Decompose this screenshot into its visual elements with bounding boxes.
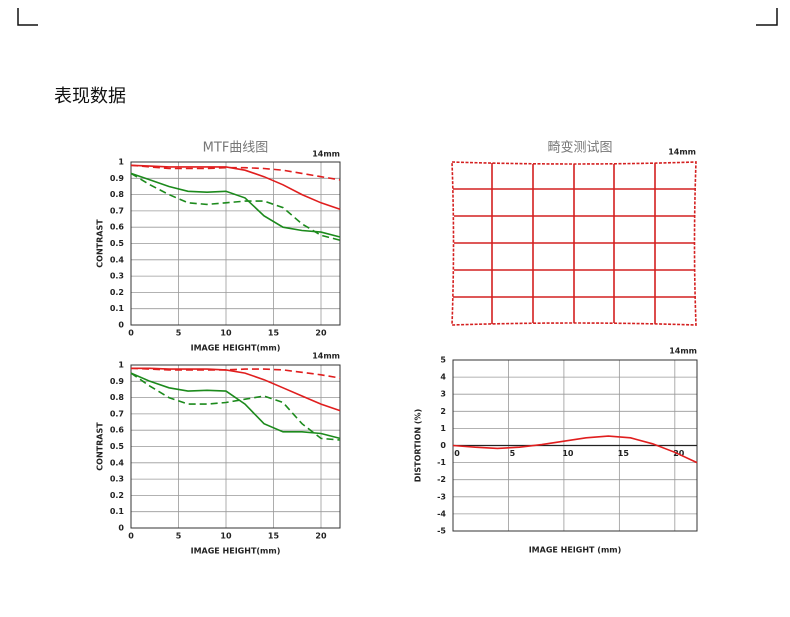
x-axis-label: IMAGE HEIGHT (mm) <box>529 546 622 555</box>
x-tick-label: 0 <box>128 532 134 541</box>
annotation: 14mm <box>312 150 340 159</box>
y-tick-label: 1 <box>440 424 446 433</box>
y-axis-label: CONTRAST <box>96 219 105 268</box>
x-tick-label: 0 <box>128 329 134 338</box>
x-tick-label: 10 <box>220 329 232 338</box>
y-tick-label: 3 <box>440 390 446 399</box>
y-tick-label: 0.1 <box>110 507 125 516</box>
data-line <box>130 172 341 241</box>
y-tick-label: -2 <box>437 475 446 484</box>
x-tick-label: 20 <box>315 532 327 541</box>
annotation: 14mm <box>668 148 696 157</box>
x-axis-label: IMAGE HEIGHT(mm) <box>191 547 281 556</box>
y-tick-label: 1 <box>118 158 124 167</box>
chart-title: MTF曲线图 <box>203 141 269 156</box>
y-tick-label: 4 <box>440 373 446 382</box>
y-tick-label: 1 <box>118 361 124 370</box>
x-tick-label: 10 <box>220 532 232 541</box>
grid-lines <box>453 188 695 298</box>
y-tick-label: 0.6 <box>110 426 125 435</box>
y-tick-label: 2 <box>440 407 446 416</box>
x-tick-label: 0 <box>454 449 460 458</box>
y-tick-label: 0.4 <box>110 255 125 264</box>
data-line <box>130 164 341 181</box>
x-tick-label: 15 <box>268 532 280 541</box>
y-tick-label: 0.5 <box>110 239 125 248</box>
data-line <box>130 367 341 379</box>
data-line <box>131 367 341 412</box>
plot-frame <box>130 364 341 529</box>
data-line <box>130 172 341 238</box>
x-tick-label: 10 <box>562 449 574 458</box>
x-tick-label: 5 <box>176 532 182 541</box>
x-tick-label: 15 <box>268 329 280 338</box>
y-axis-label: DISTORTION (%) <box>414 409 423 482</box>
y-tick-label: 5 <box>440 356 446 365</box>
x-tick-label: 20 <box>315 329 327 338</box>
y-tick-label: 0.8 <box>110 190 125 199</box>
y-tick-label: 0.8 <box>110 393 125 402</box>
data-line <box>130 372 341 440</box>
y-tick-label: 0 <box>440 441 446 450</box>
y-tick-label: -4 <box>437 509 446 518</box>
x-tick-label: 5 <box>510 449 516 458</box>
y-tick-label: 0.1 <box>110 304 125 313</box>
corner-mark <box>17 8 38 26</box>
y-axis-label: CONTRAST <box>96 422 105 471</box>
grid-title: 畸变测试图 <box>547 140 612 156</box>
y-tick-label: 0.5 <box>110 442 125 451</box>
y-tick-label: 0.2 <box>110 491 124 500</box>
annotation: 14mm <box>312 352 340 361</box>
y-tick-label: 0.4 <box>110 458 125 467</box>
y-tick-label: 0.6 <box>110 223 125 232</box>
x-axis-label: IMAGE HEIGHT(mm) <box>191 344 281 353</box>
plot-frame <box>130 161 341 326</box>
y-tick-label: 0.2 <box>110 288 124 297</box>
x-tick-label: 15 <box>618 449 630 458</box>
y-tick-label: 0.9 <box>110 377 125 386</box>
y-tick-label: 0.3 <box>110 272 124 281</box>
data-line <box>452 435 698 464</box>
corner-mark <box>756 8 778 26</box>
data-line <box>130 372 341 441</box>
y-tick-label: 0 <box>118 321 124 330</box>
y-tick-label: 0.3 <box>110 475 124 484</box>
data-line <box>130 164 341 211</box>
y-tick-label: 0.7 <box>110 206 124 215</box>
y-tick-label: -3 <box>437 492 446 501</box>
y-tick-label: 0.9 <box>110 174 125 183</box>
heading: 表现数据 <box>54 86 126 107</box>
annotation: 14mm <box>669 347 697 356</box>
grid-border <box>451 161 697 326</box>
distortion-grid <box>451 161 697 326</box>
y-tick-label: 0 <box>118 524 124 533</box>
y-tick-label: -5 <box>437 527 446 536</box>
y-tick-label: 0.7 <box>110 409 124 418</box>
y-tick-label: -1 <box>437 458 446 467</box>
x-tick-label: 5 <box>176 329 182 338</box>
